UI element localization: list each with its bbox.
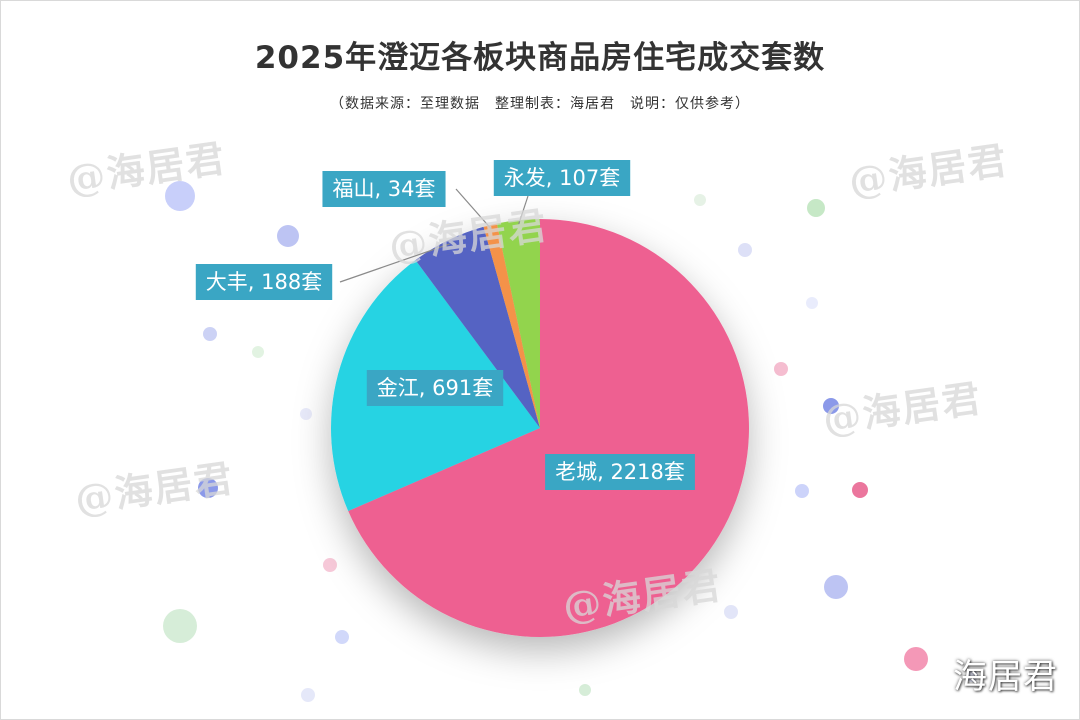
chart-title: 2025年澄迈各板块商品房住宅成交套数 [254,40,826,76]
decorative-bubble [579,684,591,696]
slice-label-永发: 永发, 107套 [493,160,631,196]
decorative-bubble [904,647,928,671]
decorative-bubble [198,478,218,498]
decorative-bubble [774,362,788,376]
slice-label-金江: 金江, 691套 [366,370,504,406]
decorative-bubble [824,575,848,599]
decorative-bubble [795,484,809,498]
decorative-bubble [335,630,349,644]
label-box [545,454,695,490]
decorative-bubble [252,346,264,358]
label-box [322,171,446,207]
decorative-bubbles [163,181,978,702]
decorative-bubble [165,181,195,211]
chart-subtitle: （数据来源：至理数据 整理制表：海居君 说明：仅供参考） [330,96,750,112]
decorative-bubble [300,408,312,420]
label-box [366,370,504,406]
slice-label-text: 大丰, 188套 [206,270,322,294]
decorative-bubble [966,670,978,682]
slice-label-大丰: 大丰, 188套 [195,264,333,300]
leader-line [455,188,492,230]
label-box [493,160,631,196]
decorative-bubble [852,482,868,498]
pie-slice-大丰 [415,226,540,428]
decorative-bubble [806,297,818,309]
slice-labels: 老城, 2218套 金江, 691套 大丰, 188套 福山, 34套 永发, 107套 [195,160,695,490]
leader-line [518,195,529,225]
decorative-bubble [301,688,315,702]
decorative-bubble [738,243,752,257]
pie-slice-福山 [483,223,540,428]
decorative-bubble [277,225,299,247]
decorative-bubble [807,199,825,217]
slice-label-text: 福山, 34套 [332,177,435,201]
label-leader-lines [339,188,529,283]
slice-label-text: 永发, 107套 [504,166,620,190]
slice-label-text: 老城, 2218套 [555,460,685,484]
slice-label-text: 金江, 691套 [377,376,493,400]
decorative-bubble [203,327,217,341]
label-box [195,264,333,300]
decorative-bubble [323,558,337,572]
decorative-bubble [694,194,706,206]
decorative-bubble [724,605,738,619]
leader-line [339,243,450,283]
pie-slice-老城 [348,219,749,637]
slice-label-福山: 福山, 34套 [322,171,446,207]
decorative-bubble [163,609,197,643]
slice-label-老城: 老城, 2218套 [545,454,695,490]
brand-logo: 海居君 [953,657,1058,697]
pie-slice-永发 [496,219,540,428]
decorative-bubble [823,398,839,414]
